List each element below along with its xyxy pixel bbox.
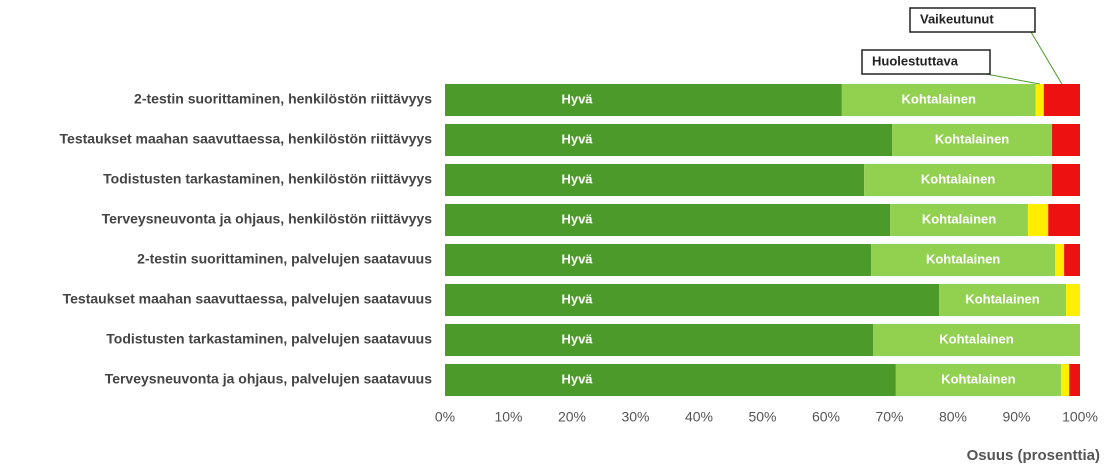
category-label: Testaukset maahan saavuttaessa, palveluj… — [63, 291, 433, 307]
segment-label: Hyvä — [561, 291, 593, 306]
x-axis-title: Osuus (prosenttia) — [967, 447, 1100, 464]
bar-segment — [445, 364, 896, 396]
category-label: 2-testin suorittaminen, palvelujen saata… — [137, 251, 432, 267]
x-tick-label: 80% — [939, 409, 967, 425]
category-label: 2-testin suorittaminen, henkilöstön riit… — [134, 91, 432, 107]
bar-segment — [864, 164, 1053, 196]
x-tick-label: 40% — [685, 409, 713, 425]
segment-label: Kohtalainen — [902, 91, 976, 106]
bar-segment — [1055, 244, 1065, 276]
x-tick-label: 10% — [494, 409, 522, 425]
bar-segment — [892, 124, 1053, 156]
segment-label: Kohtalainen — [935, 131, 1009, 146]
segment-label: Kohtalainen — [922, 211, 996, 226]
x-tick-label: 70% — [875, 409, 903, 425]
bar-segment — [872, 324, 1080, 356]
segment-label: Hyvä — [561, 251, 593, 266]
segment-label: Kohtalainen — [941, 371, 1015, 386]
category-label: Terveysneuvonta ja ohjaus, henkilöstön r… — [102, 211, 433, 227]
x-tick-label: 30% — [621, 409, 649, 425]
bar-segment — [1043, 84, 1080, 116]
category-label: Todistusten tarkastaminen, henkilöstön r… — [103, 171, 432, 187]
callout-box — [909, 7, 1036, 33]
bar-segment — [1048, 204, 1080, 236]
bar-segment — [445, 244, 872, 276]
callout-box — [861, 49, 991, 75]
bar-segment — [1069, 364, 1080, 396]
bar-segment — [445, 284, 940, 316]
bar-segment — [445, 324, 873, 356]
segment-label: Hyvä — [561, 371, 593, 386]
bar-segment — [890, 204, 1028, 236]
segment-label: Kohtalainen — [965, 291, 1039, 306]
category-label: Todistusten tarkastaminen, palvelujen sa… — [106, 331, 432, 347]
bar-segment — [841, 84, 1036, 116]
bar-segment — [445, 164, 865, 196]
callout-line — [1030, 31, 1063, 85]
segment-label: Hyvä — [561, 171, 593, 186]
bar-segment — [1052, 124, 1080, 156]
bar-segment — [445, 84, 842, 116]
bar-segment — [895, 364, 1061, 396]
segment-label: Hyvä — [561, 331, 593, 346]
bar-segment — [445, 124, 893, 156]
x-tick-label: 0% — [435, 409, 455, 425]
bar-segment — [1060, 364, 1070, 396]
category-label: Testaukset maahan saavuttaessa, henkilös… — [60, 131, 433, 147]
callout-label: Huolestuttava — [872, 53, 959, 68]
segment-label: Hyvä — [561, 131, 593, 146]
bar-segment — [871, 244, 1056, 276]
segment-label: Kohtalainen — [921, 171, 995, 186]
segment-label: Kohtalainen — [926, 251, 1000, 266]
bar-segment — [1052, 164, 1080, 196]
x-tick-label: 60% — [812, 409, 840, 425]
x-tick-label: 100% — [1062, 409, 1098, 425]
bar-segment — [1035, 84, 1044, 116]
callout-line — [985, 73, 1040, 85]
x-tick-label: 90% — [1002, 409, 1030, 425]
bar-segment — [445, 204, 891, 236]
bar-segment — [939, 284, 1067, 316]
segment-label: Hyvä — [561, 91, 593, 106]
segment-label: Hyvä — [561, 211, 593, 226]
category-label: Terveysneuvonta ja ohjaus, palvelujen sa… — [105, 371, 433, 387]
segment-label: Kohtalainen — [939, 331, 1013, 346]
x-tick-label: 20% — [558, 409, 586, 425]
bar-segment — [1064, 244, 1080, 276]
x-tick-label: 50% — [748, 409, 776, 425]
bar-segment — [1027, 204, 1049, 236]
bar-segment — [1066, 284, 1080, 316]
callout-label: Vaikeutunut — [920, 11, 994, 26]
